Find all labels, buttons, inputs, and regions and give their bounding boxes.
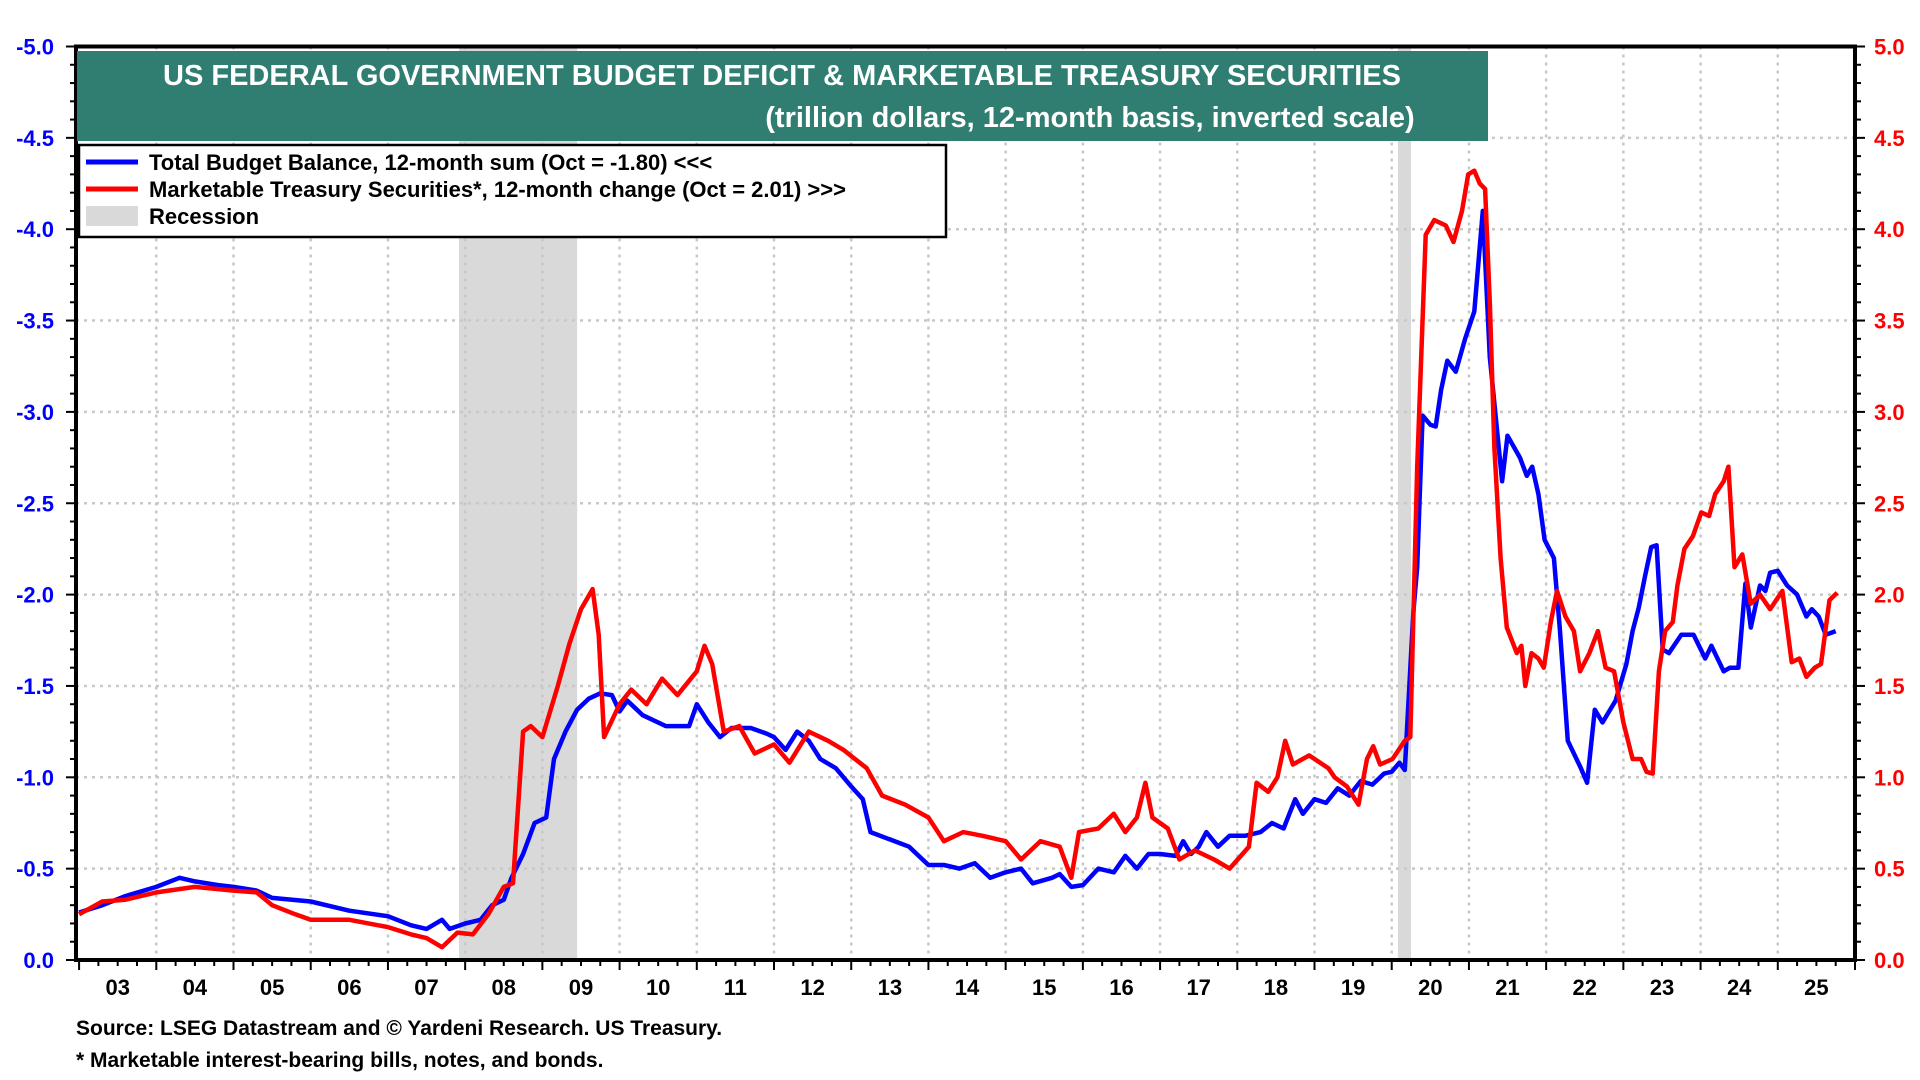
plot-frame [74,44,1857,962]
y-right-tick-label: 2.0 [1874,583,1905,608]
y-left-tick-label: -1.0 [16,765,54,790]
x-tick-label: 17 [1186,975,1210,1000]
legend-box [77,143,948,239]
x-tick-label: 06 [337,975,361,1000]
x-tick-label: 15 [1032,975,1056,1000]
footer-note: * Marketable interest-bearing bills, not… [76,1049,603,1072]
y-right-tick-label: 3.5 [1874,309,1905,334]
y-right-tick-label: 0.0 [1874,948,1905,973]
x-tick-label: 09 [569,975,593,1000]
chart-title: US FEDERAL GOVERNMENT BUDGET DEFICIT & M… [163,60,1401,92]
x-tick-label: 18 [1264,975,1288,1000]
x-tick-label: 13 [878,975,902,1000]
x-tick-label: 21 [1495,975,1519,1000]
legend: Total Budget Balance, 12-month sum (Oct … [77,143,948,239]
x-tick-label: 23 [1650,975,1674,1000]
y-right-tick-label: 4.5 [1874,126,1905,151]
y-left-tick-label: -1.5 [16,674,54,699]
y-left-tick-label: -0.5 [16,857,54,882]
chart-subtitle: (trillion dollars, 12-month basis, inver… [765,102,1414,134]
y-left-tick-label: -4.0 [16,217,54,242]
y-left-tick-label: -3.5 [16,309,54,334]
legend-label-treasury-securities: Marketable Treasury Securities*, 12-mont… [149,177,846,202]
x-tick-label: 10 [646,975,670,1000]
x-tick-label: 11 [724,975,747,1000]
y-right-tick-label: 4.0 [1874,217,1905,242]
y-right-tick-label: 1.0 [1874,765,1905,790]
y-left-tick-label: -4.5 [16,126,54,151]
x-tick-label: 07 [414,975,438,1000]
x-tick-label: 20 [1418,975,1442,1000]
axes: -5.0 -4.5 -4.0 -3.5 -3.0 -2.5 -2.0 -1.5 -1.0 -0.5… [16,35,1905,1001]
x-tick-label: 14 [955,975,980,1000]
x-tick-label: 16 [1109,975,1133,1000]
x-tick-label: 08 [492,975,516,1000]
x-tick-label: 22 [1573,975,1597,1000]
legend-label-budget-balance: Total Budget Balance, 12-month sum (Oct … [149,150,712,175]
y-right-tick-label: 2.5 [1874,491,1905,516]
x-tick-label: 05 [260,975,284,1000]
series-line-budget-balance [78,208,1837,932]
title-banner: US FEDERAL GOVERNMENT BUDGET DEFICIT & M… [77,51,1488,141]
title-background [77,51,1488,141]
y-right-tick-label: 1.5 [1874,674,1905,699]
series-lines [78,168,1839,950]
y-left-tick-label: -3.0 [16,400,54,425]
series-line-treasury-securities [78,168,1839,950]
y-right-tick-label: 3.0 [1874,400,1905,425]
legend-label-recession: Recession [149,204,259,229]
y-left-tick-label: -2.5 [16,491,54,516]
footer-source: Source: LSEG Datastream and © Yardeni Re… [76,1017,722,1040]
x-tick-label: 03 [105,975,129,1000]
y-right-tick-label: 5.0 [1874,35,1905,60]
y-left-tick-label: -5.0 [16,35,54,60]
x-tick-label: 04 [183,975,208,1000]
y-right-tick-label: 0.5 [1874,857,1905,882]
y-left-tick-label: -2.0 [16,583,54,608]
y-left-tick-label: 0.0 [23,948,54,973]
legend-swatch-recession [86,206,138,226]
x-tick-label: 19 [1341,975,1365,1000]
x-tick-label: 12 [800,975,824,1000]
x-tick-label: 24 [1727,975,1752,1000]
x-tick-label: 25 [1804,975,1828,1000]
